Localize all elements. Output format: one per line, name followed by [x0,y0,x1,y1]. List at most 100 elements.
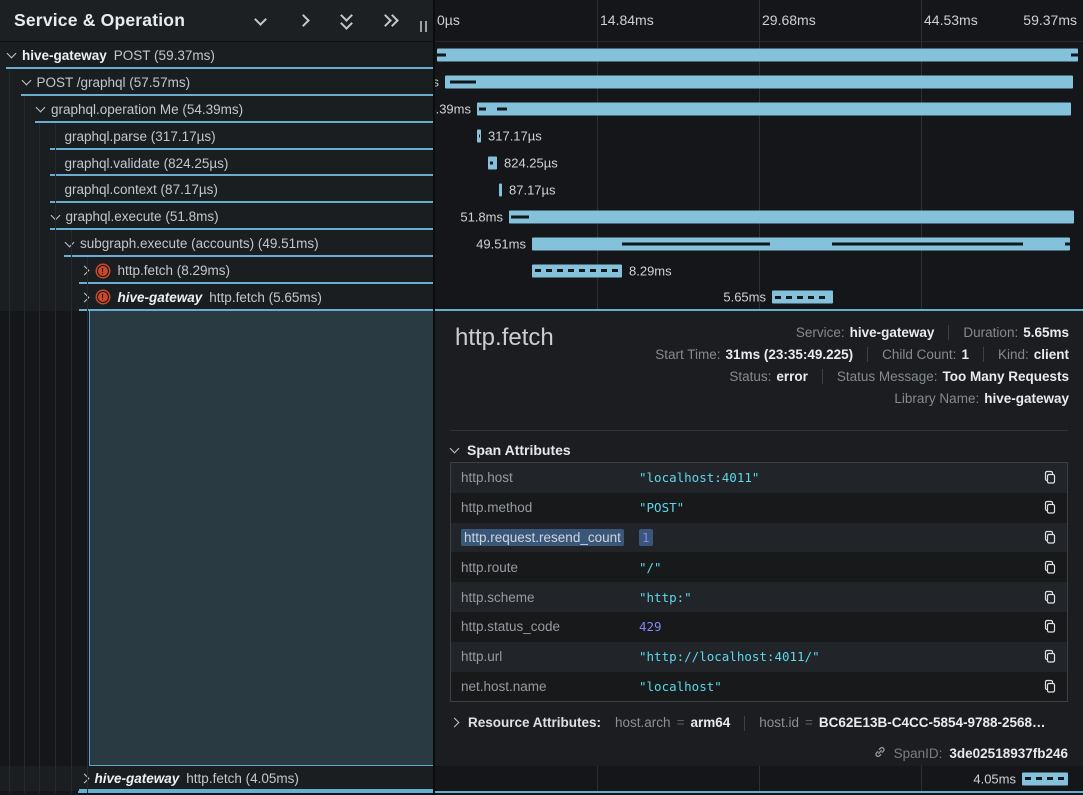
attribute-row[interactable]: http.host"localhost:4011" [451,463,1067,493]
meta-label: Child Count: [882,347,956,362]
span-tree-cell[interactable]: graphql.validate (824.25µs) [0,150,433,177]
span-row[interactable]: graphql.operation Me (54.39ms) 54.39ms [0,96,1083,123]
span-row[interactable]: graphql.validate (824.25µs) 824.25µs [0,150,1083,177]
chevron-down-icon[interactable] [7,49,17,59]
span-row[interactable]: POST /graphql (57.57ms)57.57ms [0,69,1083,96]
span-row[interactable]: hive-gatewayhttp.fetch (4.05ms) 4.05ms [0,766,1083,791]
span-id-row: SpanID: 3de02518937fb246 [873,745,1068,762]
chevron-down-icon[interactable] [36,103,46,113]
span-row-bottom[interactable]: hive-gatewayhttp.fetch (4.05ms) 4.05ms [0,766,1083,793]
attribute-row[interactable]: http.route"/" [451,552,1067,582]
collapse-all-icon[interactable] [338,13,354,29]
copy-icon[interactable] [1033,560,1067,575]
span-tree-cell[interactable]: graphql.execute (51.8ms) [0,203,433,230]
span-row[interactable]: !http.fetch (8.29ms)8.29ms [0,257,1083,284]
span-timeline-cell[interactable]: 87.17µs [435,176,1083,203]
copy-icon[interactable] [1033,500,1067,515]
attribute-key: http.request.resend_count [451,530,639,545]
span-timeline-cell[interactable]: 8.29ms [435,257,1083,284]
copy-icon[interactable] [1033,679,1067,694]
span-tree-cell[interactable]: !http.fetch (8.29ms) [0,257,433,284]
span-tree-cell[interactable]: !hive-gatewayhttp.fetch (5.65ms) [0,284,433,311]
span-tree-cell[interactable]: graphql.context (87.17µs) [0,176,433,203]
attribute-row[interactable]: http.scheme"http:" [451,582,1067,612]
span-tree-label: graphql.validate (824.25µs) [52,150,229,177]
indent-guide [55,123,56,793]
span-duration-label: 317.17µs [488,129,542,144]
meta-value: 5.65ms [1023,325,1069,340]
copy-icon[interactable] [1033,619,1067,634]
span-bar[interactable] [477,103,1071,116]
span-timeline-cell[interactable]: 4.05ms [435,766,1083,791]
span-bar[interactable] [499,183,502,196]
span-bar[interactable] [772,291,833,304]
span-row[interactable]: hive-gatewayPOST (59.37ms) [0,42,1083,69]
copy-icon[interactable] [1033,590,1067,605]
span-tree-cell[interactable]: hive-gatewayhttp.fetch (4.05ms) [0,766,433,791]
span-row[interactable]: graphql.context (87.17µs) 87.17µs [0,176,1083,203]
span-duration-label: 824.25µs [504,156,558,171]
span-bar[interactable] [445,76,1073,89]
meta-divider [948,325,949,340]
attribute-row[interactable]: net.host.name"localhost" [451,672,1067,702]
resource-attributes-row[interactable]: Resource Attributes: host.arch=arm64host… [451,715,1068,731]
span-tree-cell[interactable]: POST /graphql (57.57ms) [0,69,433,96]
span-duration-label: 54.39ms [435,102,471,117]
attribute-row[interactable]: http.status_code429 [451,612,1067,642]
copy-icon[interactable] [1033,470,1067,485]
span-row[interactable]: subgraph.execute (accounts) (49.51ms)49.… [0,230,1083,257]
span-tree-label: graphql.context (87.17µs) [52,176,218,203]
span-timeline-cell[interactable]: 57.57ms [435,69,1083,96]
child-span-mark [832,242,1023,245]
attribute-key: http.scheme [451,590,639,605]
timeline-tick-label: 0µs [437,12,460,28]
panel-resize-handle[interactable] [420,21,427,32]
span-timeline-cell[interactable]: 54.39ms [435,96,1083,123]
span-tree-cell[interactable]: graphql.parse (317.17µs) [0,123,433,150]
span-row[interactable]: graphql.execute (51.8ms)51.8ms [0,203,1083,230]
expand-all-icon[interactable] [381,13,397,29]
span-bar[interactable] [437,49,1078,62]
error-icon: ! [98,292,108,302]
meta-value: client [1034,347,1069,362]
expand-one-icon[interactable] [295,13,311,29]
span-timeline-cell[interactable]: 5.65ms [435,284,1083,311]
span-row[interactable]: !hive-gatewayhttp.fetch (5.65ms)5.65ms [0,284,1083,311]
span-tree-label: hive-gatewayhttp.fetch (4.05ms) [81,766,299,791]
attribute-row[interactable]: http.request.resend_count1 [451,523,1067,553]
meta-divider [822,369,823,384]
span-tree-cell[interactable]: subgraph.execute (accounts) (49.51ms) [0,230,433,257]
span-timeline-cell[interactable]: 317.17µs [435,123,1083,150]
span-attributes-section-header[interactable]: Span Attributes [451,439,571,461]
timeline-ruler: 0µs14.84ms29.68ms44.53ms59.37ms [435,0,1083,42]
attribute-row[interactable]: http.url"http://localhost:4011/" [451,642,1067,672]
attribute-key: http.host [451,470,639,485]
span-timeline-cell[interactable]: 824.25µs [435,150,1083,177]
span-timeline-cell[interactable] [435,42,1083,69]
attribute-row[interactable]: http.method"POST" [451,493,1067,523]
span-attributes-table: http.host"localhost:4011"http.method"POS… [450,462,1068,702]
link-icon[interactable] [873,745,887,762]
attribute-value: "localhost:4011" [639,470,1033,485]
tree-header-icons [252,13,397,29]
copy-icon[interactable] [1033,530,1067,545]
span-tree-cell[interactable]: hive-gatewayPOST (59.37ms) [0,42,433,69]
copy-icon[interactable] [1033,649,1067,664]
span-timeline-cell[interactable]: 51.8ms [435,203,1083,230]
span-bar[interactable] [1022,772,1068,785]
resource-value: arm64 [690,715,730,730]
chevron-down-icon[interactable] [21,76,31,86]
operation-name: POST (59.37ms) [114,48,215,63]
chevron-down-icon[interactable] [65,237,75,247]
span-tree-label: graphql.operation Me (54.39ms) [37,96,243,123]
collapse-one-icon[interactable] [252,13,268,29]
span-bar[interactable] [532,264,622,277]
span-bar-dashes [535,269,619,272]
span-bar[interactable] [509,210,1074,223]
span-tree-cell[interactable]: graphql.operation Me (54.39ms) [0,96,433,123]
meta-value: 1 [961,347,969,362]
span-row[interactable]: graphql.parse (317.17µs) 317.17µs [0,123,1083,150]
span-timeline-cell[interactable]: 49.51ms [435,230,1083,257]
service-name: hive-gateway [118,290,203,305]
operation-name: graphql.context (87.17µs) [65,182,218,197]
